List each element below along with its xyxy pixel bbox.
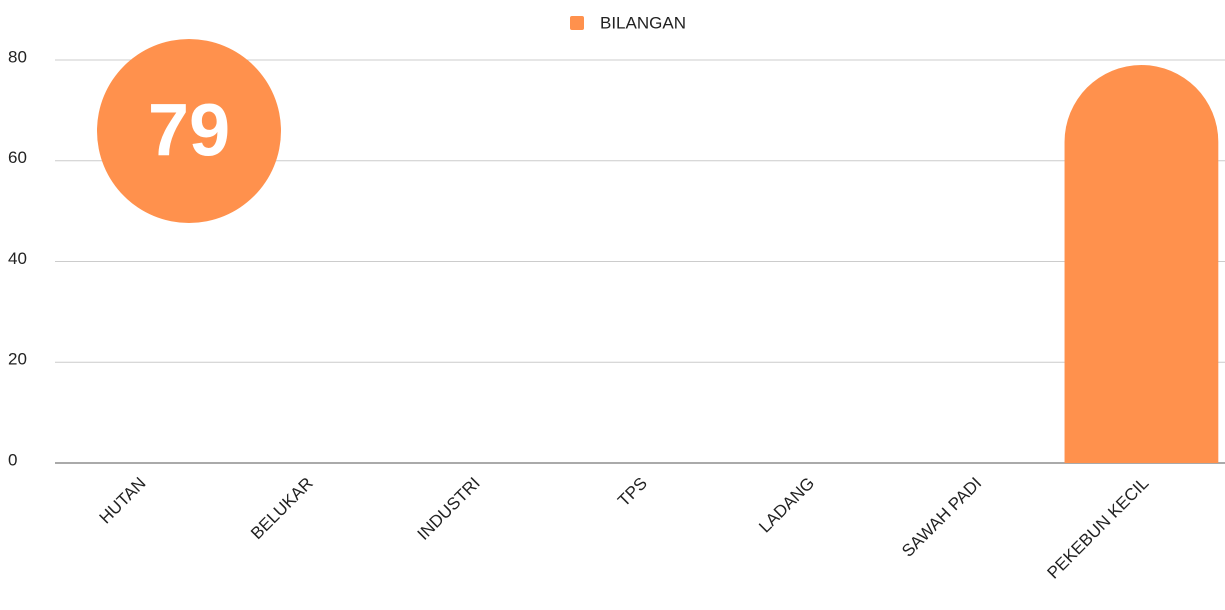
y-tick-label: 20 [8,350,27,369]
legend-label: BILANGAN [600,13,686,32]
bar [1064,65,1219,464]
x-tick-label: LADANG [755,474,818,537]
y-tick-label: 0 [8,450,17,469]
x-tick-label: HUTAN [96,474,150,528]
y-tick-label: 40 [8,249,27,268]
x-tick-label: INDUSTRI [414,474,484,544]
x-tick-label: BELUKAR [247,474,317,544]
annotation: 79 [148,89,230,172]
x-tick-label: PEKEBUN KECIL [1043,474,1152,583]
legend-swatch [570,16,584,30]
y-tick-label: 60 [8,148,27,167]
x-tick-label: SAWAH PADI [898,474,985,561]
annotation-badge [97,39,281,223]
y-tick-label: 80 [8,47,27,66]
x-tick-label: TPS [614,474,651,511]
